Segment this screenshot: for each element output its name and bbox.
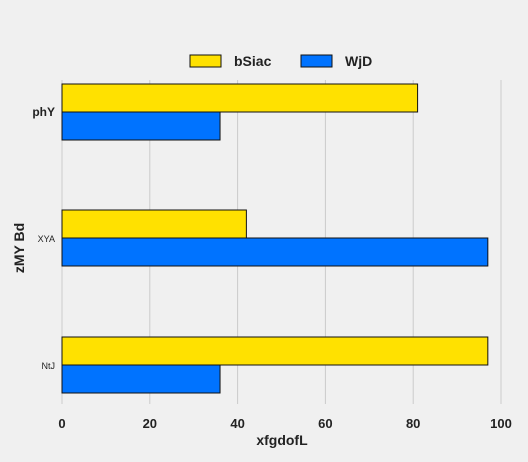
bar-WjD-phY: [61, 111, 221, 141]
x-tick-label: 80: [406, 416, 420, 431]
x-tick-label: 0: [58, 416, 65, 431]
x-tick-label: 20: [143, 416, 157, 431]
bar-bSiac-XYA: [61, 209, 247, 239]
legend-label-WjD: WjD: [345, 53, 372, 69]
y-axis-title: zMY Bd: [11, 223, 27, 273]
y-category-label: XYA: [38, 234, 55, 244]
y-category-label: NtJ: [42, 361, 56, 371]
legend-label-bSiac: bSiac: [234, 53, 272, 69]
x-tick-label: 60: [318, 416, 332, 431]
y-category-labels: phY XYA NtJ: [32, 105, 55, 371]
x-tick-label: 40: [230, 416, 244, 431]
bar-bSiac-phY: [61, 83, 419, 113]
bar-bSiac-NtJ: [61, 336, 489, 366]
bars: [61, 83, 489, 394]
legend-swatch-bSiac: [189, 54, 222, 68]
bar-WjD-XYA: [61, 237, 489, 267]
y-category-label: phY: [32, 105, 55, 119]
legend-swatch-WjD: [300, 54, 333, 68]
x-axis-title: xfgdofL: [256, 432, 308, 448]
x-tick-label: 100: [490, 416, 512, 431]
x-tick-labels: 0 20 40 60 80 100: [58, 416, 511, 431]
bar-WjD-NtJ: [61, 364, 221, 394]
legend: bSiac WjD: [189, 53, 372, 69]
